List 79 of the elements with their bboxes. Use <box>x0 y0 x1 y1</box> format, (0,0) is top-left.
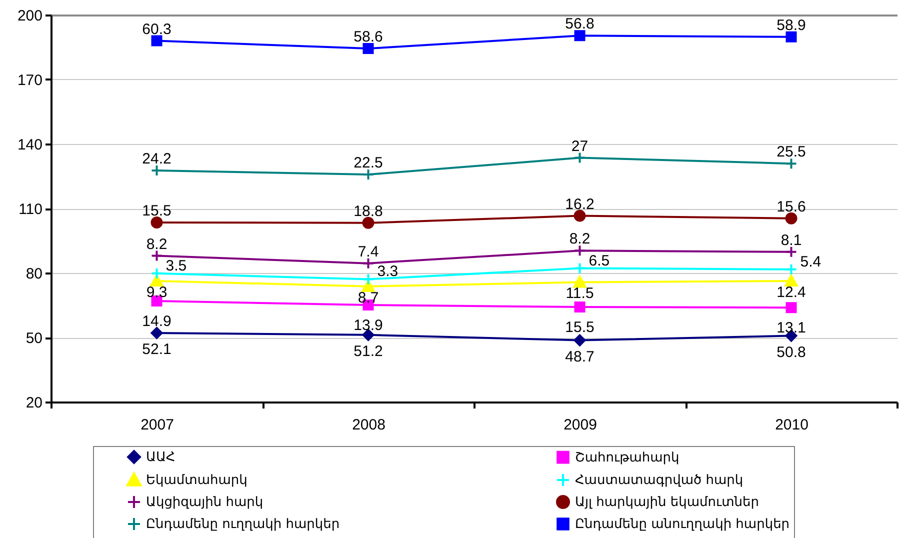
point <box>150 216 163 228</box>
annotation: 5.4 <box>800 253 822 270</box>
legend-label: Ակցիզային հարկ <box>146 495 264 510</box>
point <box>151 35 162 46</box>
data-label: 51.2 <box>354 342 383 360</box>
point <box>784 274 798 286</box>
annotation: 15.5 <box>565 318 594 336</box>
legend-label: Ընդամենը ուղղակի հարկեր <box>146 517 340 532</box>
x-tick-label: 2008 <box>352 416 386 434</box>
annotation: 8.7 <box>358 289 379 306</box>
annotation: 27 <box>571 138 588 155</box>
point <box>573 276 586 288</box>
annotation: 7.4 <box>358 243 379 260</box>
annotation: 9.3 <box>146 284 168 301</box>
legend-label: ԱԱՀ <box>146 450 176 465</box>
legend-label: Շահութահարկ <box>575 450 680 466</box>
annotation: 15.6 <box>776 198 806 216</box>
annotation: 56.8 <box>565 16 594 33</box>
legend-label: Այլ հարկային եկամուտներ <box>575 495 759 510</box>
data-label: 48.7 <box>565 348 594 366</box>
y-tick-label: 80 <box>26 266 42 282</box>
point <box>785 212 798 224</box>
y-tick-label: 200 <box>17 8 42 24</box>
x-tick-label: 2007 <box>140 416 174 434</box>
point <box>785 263 798 276</box>
point <box>574 152 586 164</box>
annotation: 58.6 <box>354 28 383 46</box>
annotation: 60.3 <box>142 20 172 38</box>
annotation: 15.5 <box>142 202 172 220</box>
annotation: 8.2 <box>146 236 168 253</box>
point <box>150 326 163 339</box>
annotation: 25.5 <box>776 144 806 161</box>
point <box>362 216 374 229</box>
point <box>786 302 797 314</box>
legend-label: Ընդամենը անուղղակի հարկեր <box>575 517 790 532</box>
point <box>785 158 798 170</box>
point <box>362 257 374 270</box>
point <box>574 210 586 222</box>
annotation: 3.5 <box>166 257 187 274</box>
annotation: 24.2 <box>142 150 172 168</box>
point <box>574 30 586 42</box>
data-label: 52.1 <box>142 340 172 358</box>
annotation: 16.2 <box>565 196 594 213</box>
point <box>150 164 163 176</box>
annotation: 6.5 <box>588 252 610 270</box>
annotation: 58.9 <box>776 16 806 34</box>
annotation: 22.5 <box>354 154 383 172</box>
point <box>150 267 163 280</box>
point <box>362 273 374 286</box>
annotation: 13.9 <box>354 317 383 334</box>
legend-label: Հաստատագրված հարկ <box>575 473 744 488</box>
point <box>362 43 374 54</box>
point <box>574 301 586 312</box>
point <box>362 168 374 181</box>
annotation: 14.9 <box>142 312 172 330</box>
point <box>785 246 798 258</box>
y-tick-label: 110 <box>18 201 42 218</box>
y-tick-label: 50 <box>26 330 42 347</box>
point <box>574 244 586 257</box>
annotation: 12.4 <box>776 284 806 301</box>
point <box>150 274 164 286</box>
x-tick-label: 2009 <box>564 416 597 434</box>
y-tick-label: 170 <box>17 72 42 89</box>
y-tick-label: 20 <box>26 394 42 412</box>
point <box>574 262 586 274</box>
data-label: 50.8 <box>776 344 806 361</box>
point <box>786 31 797 42</box>
x-tick-label: 2010 <box>775 416 808 434</box>
annotation: 13.1 <box>776 320 806 337</box>
point <box>362 280 375 292</box>
annotation: 11.5 <box>566 285 594 302</box>
point <box>150 250 163 262</box>
annotation: 18.8 <box>354 202 383 220</box>
legend-label: Եկամտահարկ <box>146 473 248 488</box>
y-tick-label: 140 <box>17 136 42 154</box>
annotation: 3.3 <box>377 263 398 280</box>
annotation: 8.2 <box>569 230 590 248</box>
point <box>574 334 586 346</box>
annotation: 8.1 <box>780 232 802 249</box>
